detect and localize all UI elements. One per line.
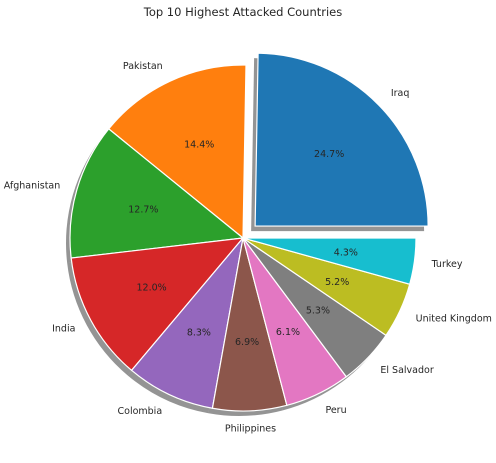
pie-slice-pakistan (107, 64, 247, 240)
pie-percent-label-iraq: 24.7% (314, 149, 344, 160)
pie-slice-iraq (254, 52, 429, 227)
pie-percent-label-afghanistan: 12.7% (128, 205, 158, 216)
pie-category-label-turkey: Turkey (431, 259, 463, 270)
pie-category-label-afghanistan: Afghanistan (4, 180, 61, 191)
pie-category-label-india: India (52, 324, 75, 335)
chart-title: Top 10 Highest Attacked Countries (143, 5, 343, 19)
pie-slice-colombia (130, 235, 244, 409)
pie-slice-turkey (242, 237, 417, 285)
pie-category-label-iraq: Iraq (391, 88, 410, 99)
pie-category-label-colombia: Colombia (118, 406, 163, 417)
pie-percent-label-colombia: 8.3% (187, 327, 211, 338)
pie-percent-label-united-kingdom: 5.2% (325, 277, 349, 288)
pie-category-label-philippines: Philippines (225, 424, 276, 435)
pie-percent-label-peru: 6.1% (276, 327, 300, 338)
pie-category-label-pakistan: Pakistan (123, 61, 163, 72)
pie-percent-label-pakistan: 14.4% (184, 139, 214, 150)
pie-slice-afghanistan (69, 128, 245, 259)
pie-percent-label-philippines: 6.9% (235, 337, 259, 348)
pie-category-label-peru: Peru (325, 405, 346, 416)
pie-slice-india (70, 237, 245, 372)
pie-labels: 24.7% Iraq 14.4% Pakistan 12.7% Afghanistan 12… (4, 61, 492, 435)
pie-slices (69, 52, 429, 412)
pie-category-label-el-salvador: El Salvador (380, 365, 433, 376)
pie-percent-label-turkey: 4.3% (334, 247, 358, 258)
pie-percent-label-el-salvador: 5.3% (306, 305, 330, 316)
pie-percent-label-india: 12.0% (137, 283, 167, 294)
pie-category-label-united-kingdom: United Kingdom (416, 314, 492, 325)
